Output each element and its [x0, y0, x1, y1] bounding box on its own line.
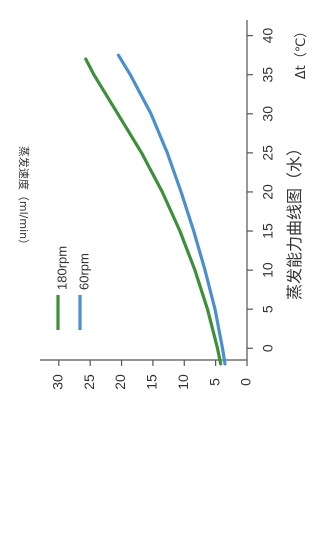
y-tick-label: 30: [50, 374, 66, 390]
chart-title: 蒸发能力曲线图（水）: [285, 140, 304, 300]
x-tick-label: 5: [260, 305, 276, 313]
y-tick-label: 20: [112, 374, 128, 390]
x-tick-label: 10: [260, 262, 276, 278]
series-line-180rpm: [84, 57, 223, 366]
series-lines: [84, 53, 227, 366]
series-line-60rpm: [116, 53, 227, 366]
x-tick-label: 30: [260, 106, 276, 122]
legend-label: 60rpm: [76, 253, 91, 290]
y-tick-label: 15: [144, 374, 160, 390]
x-axis-label: Δt（℃）: [294, 25, 309, 80]
x-tick-label: 20: [260, 184, 276, 200]
y-tick-label: 5: [206, 378, 222, 386]
x-tick-label: 40: [260, 28, 276, 44]
y-ticks: 0 5 10 15 20 25 30: [50, 360, 254, 390]
x-tick-label: 0: [260, 344, 276, 352]
y-tick-label: 10: [175, 374, 191, 390]
y-axis-label: 蒸发速度（ml/min）: [17, 146, 31, 250]
y-tick-label: 0: [238, 378, 254, 386]
legend: 180rpm 60rpm: [54, 246, 91, 330]
legend-label: 180rpm: [54, 246, 69, 290]
y-tick-label: 25: [81, 374, 97, 390]
x-tick-label: 25: [260, 145, 276, 161]
x-tick-label: 15: [260, 223, 276, 239]
x-tick-label: 35: [260, 67, 276, 83]
x-ticks: 0 5 10 15 20 25 30 35 40: [247, 28, 276, 352]
